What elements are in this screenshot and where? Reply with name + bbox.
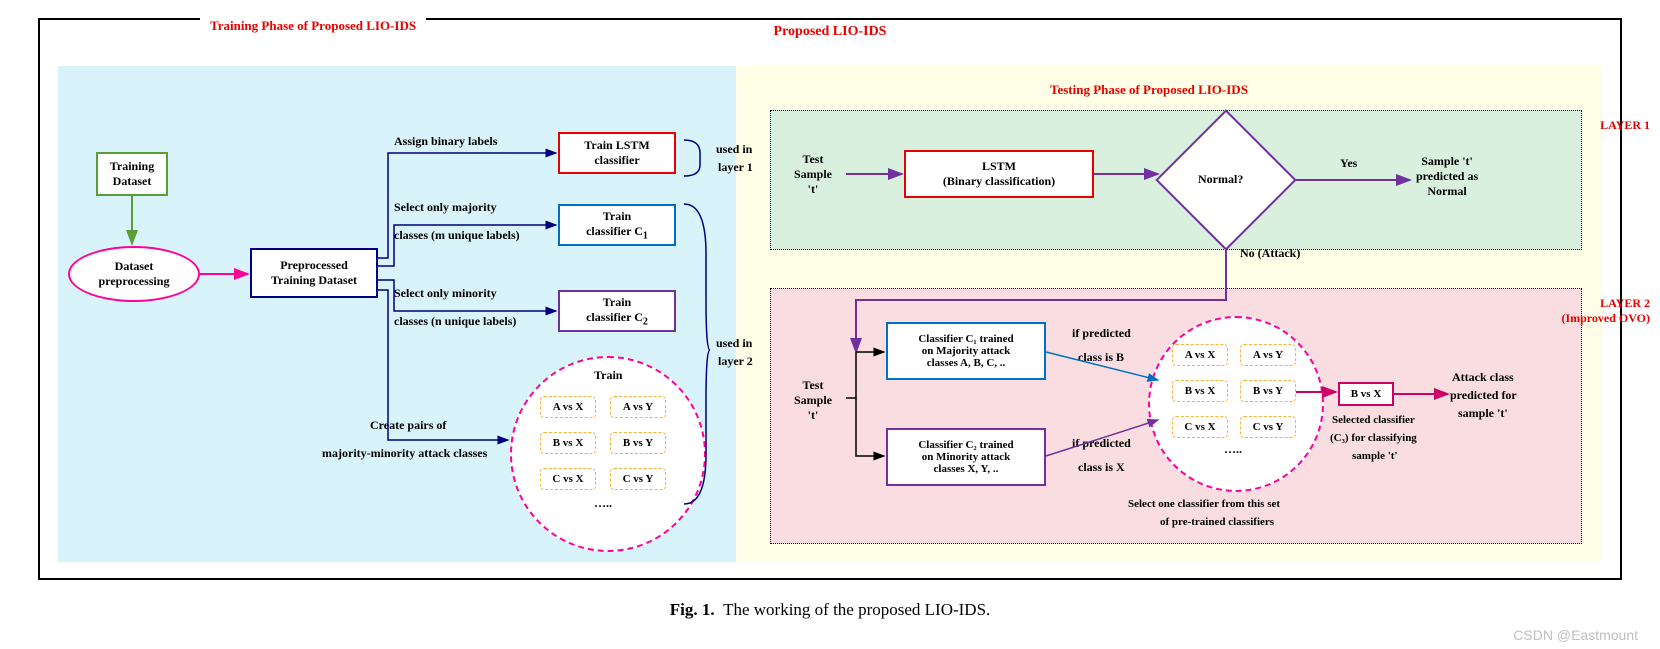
watermark: CSDN @Eastmount [1513,627,1638,643]
figure-caption: Fig. 1. Fig. 1. The working of the propo… [670,600,991,620]
arrows-svg [0,0,1660,649]
